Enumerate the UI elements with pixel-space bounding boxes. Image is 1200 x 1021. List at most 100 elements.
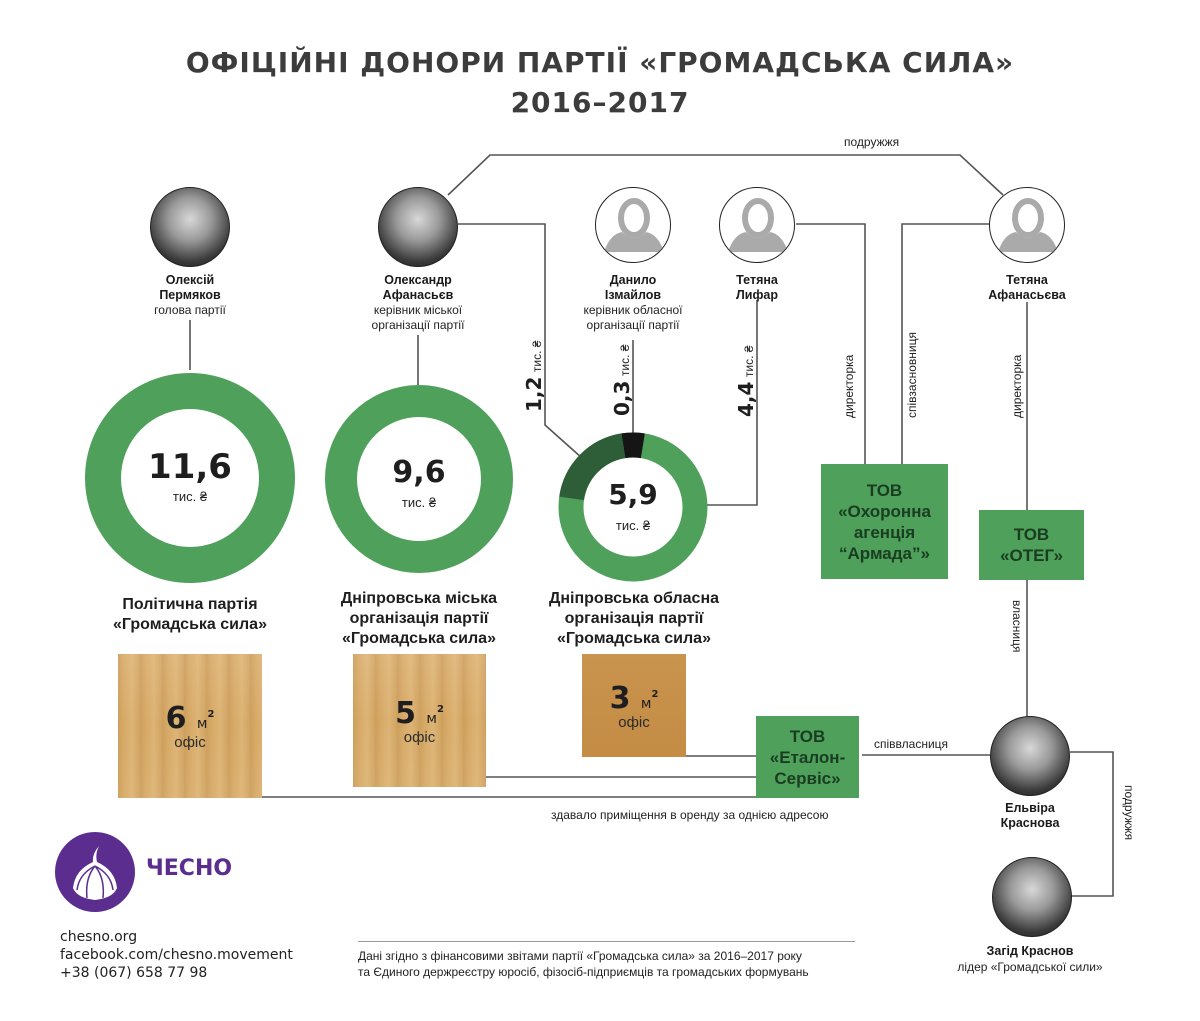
relation-owner: власниця: [1010, 600, 1024, 653]
last-name: Краснова: [1000, 816, 1060, 830]
user-silhouette-icon: [604, 198, 664, 252]
role-line: керівник міської: [373, 303, 463, 317]
chesno-logo[interactable]: [55, 832, 135, 912]
office-tile: 5 м2 офіс: [353, 654, 486, 787]
relation-cofounder: співзасновниця: [905, 332, 919, 418]
office-tile: 6 м2 офіс: [118, 654, 262, 798]
first-name: Ельвіра: [1005, 801, 1055, 815]
first-name: Данило: [609, 273, 657, 287]
donut-value: 11,6: [148, 447, 232, 487]
garlic-icon: [73, 846, 117, 900]
person-name: Данило Ізмайлов: [553, 273, 713, 303]
facebook-link[interactable]: facebook.com/chesno.movement: [60, 947, 293, 963]
person-name: Тетяна Лифар: [677, 273, 837, 303]
company-label: ТОВ «Еталон- Сервіс»: [770, 726, 845, 789]
person-name: Олександр Афанасьєв: [338, 273, 498, 303]
contacts: chesno.org facebook.com/chesno.movement …: [60, 928, 293, 982]
org-line: організація партії: [564, 610, 704, 627]
org-line: «Громадська сила»: [113, 616, 267, 633]
donut-value: 5,9: [608, 478, 658, 511]
person-role: лідер «Громадської сили»: [957, 960, 1103, 974]
last-name: Афанасьєва: [988, 288, 1066, 302]
person-name: Ельвіра Краснова: [950, 801, 1110, 831]
role-line: організації партії: [371, 318, 465, 332]
area-unit: м: [196, 716, 208, 732]
org-line: «Громадська сила»: [557, 630, 711, 647]
area-sup: 2: [436, 703, 444, 715]
role-line: організації партії: [586, 318, 680, 332]
amount: 4,4: [734, 381, 758, 417]
company-label: ТОВ «Охоронна агенція “Армада”»: [838, 480, 931, 564]
avatar-placeholder-icon: [989, 187, 1065, 263]
phone-number: +38 (067) 658 77 98: [60, 965, 208, 981]
label-line: «Охоронна: [838, 501, 931, 521]
org-label: Політична партія «Громадська сила»: [90, 595, 290, 635]
donut-chart-party: [85, 373, 295, 583]
person-role: голова партії: [154, 303, 226, 317]
page-title: ОФІЦІЙНІ ДОНОРИ ПАРТІЇ «ГРОМАДСЬКА СИЛА»: [185, 46, 1015, 79]
donation-amount: 0,3 тис. ₴: [610, 345, 634, 416]
office-tile: 3 м2 офіс: [582, 654, 686, 757]
office-area: 3 м2: [610, 681, 659, 716]
site-link[interactable]: chesno.org: [60, 929, 138, 945]
company-oteg: ТОВ «ОТЕГ»: [979, 510, 1084, 580]
person-role: керівник міської організації партії: [338, 303, 498, 333]
org-line: Дніпровська обласна: [548, 590, 720, 607]
office-label: офіс: [403, 728, 436, 746]
area-value: 5: [395, 695, 416, 731]
donut-value: 9,6: [392, 455, 446, 490]
label-line: ТОВ: [789, 726, 826, 746]
user-silhouette-icon: [728, 198, 788, 252]
donut-chart-city-org: [325, 385, 513, 573]
label-line: ТОВ: [1013, 525, 1050, 544]
office-label: офіс: [174, 734, 206, 751]
amount: 1,2: [522, 376, 546, 412]
source-line: Дані згідно з фінансовими звітами партії…: [358, 949, 802, 963]
user-silhouette-icon: [998, 198, 1058, 252]
donation-amount: 1,2 тис. ₴: [522, 341, 546, 412]
source-line: та Єдиного держреєстру юросіб, фізосіб-п…: [358, 965, 809, 979]
first-name: Олексій: [165, 273, 215, 287]
first-name: Тетяна: [736, 273, 778, 287]
office-area: 6 м2: [166, 701, 215, 736]
area-unit: м: [640, 695, 652, 712]
amount: 0,3: [610, 380, 634, 416]
source-note: Дані згідно з фінансовими звітами партії…: [358, 948, 878, 980]
relation-spouses-top: подружжя: [844, 135, 900, 149]
office-area: 5 м2: [395, 696, 444, 731]
company-armada: ТОВ «Охоронна агенція “Армада”»: [821, 464, 948, 579]
avatar-elvira-krasnova: [990, 716, 1070, 796]
area-sup: 2: [651, 688, 659, 700]
label-line: «ОТЕГ»: [1000, 546, 1063, 565]
label-line: Сервіс»: [774, 768, 841, 788]
person-role: керівник обласної організації партії: [553, 303, 713, 333]
org-label: Дніпровська обласна організація партії «Гр…: [534, 589, 734, 649]
office-label: офіс: [618, 713, 650, 731]
relation-director: директорка: [1010, 354, 1024, 418]
area-unit: м: [426, 710, 437, 727]
brand-name: ЧЕСНО: [146, 856, 233, 881]
label-line: ТОВ: [866, 480, 903, 500]
person-name: Тетяна Афанасьєва: [947, 273, 1107, 303]
first-name: Олександр: [384, 273, 452, 287]
label-line: «Еталон-: [769, 747, 846, 767]
first-name: Тетяна: [1006, 273, 1048, 287]
area-sup: 2: [207, 709, 215, 720]
area-value: 3: [609, 680, 631, 716]
person-name: Загід Краснов: [986, 944, 1074, 958]
label-line: агенція: [853, 522, 916, 542]
amount-unit: тис. ₴: [618, 344, 632, 377]
relation-director: директорка: [842, 354, 856, 418]
person-name: Олексій Пермяков: [110, 273, 270, 303]
company-label: ТОВ «ОТЕГ»: [1000, 524, 1063, 566]
avatar-placeholder-icon: [595, 187, 671, 263]
role-line: керівник обласної: [583, 303, 683, 317]
area-value: 6: [165, 701, 187, 736]
last-name: Пермяков: [159, 288, 221, 302]
donation-amount: 4,4 тис. ₴: [734, 346, 758, 417]
donut-unit: тис. ₴: [401, 495, 437, 510]
divider: [358, 941, 855, 942]
avatar-oleksandr-afanasiev: [378, 187, 458, 267]
avatar-zagid-krasnov: [992, 857, 1072, 937]
